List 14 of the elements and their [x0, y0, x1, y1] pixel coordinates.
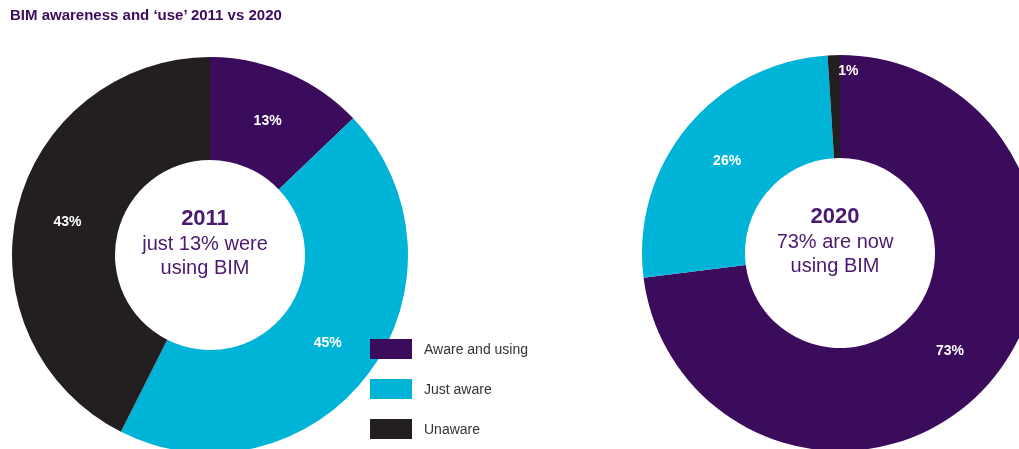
- legend-label: Aware and using: [424, 341, 529, 357]
- data-label: 26%: [713, 151, 742, 168]
- text: 73% are now using BIM: [775, 229, 895, 277]
- text: 2020: [809, 203, 861, 229]
- data-label: 45%: [313, 334, 343, 351]
- legend-label: Just aware: [424, 381, 492, 397]
- chart-title: BIM awareness and ‘use’ 2011 vs 2020: [10, 6, 282, 23]
- data-label: 43%: [53, 213, 83, 230]
- text: just 13% were using BIM: [140, 231, 269, 279]
- legend-label: Unaware: [424, 421, 481, 437]
- text: 2011: [180, 205, 230, 231]
- data-label: 73%: [935, 341, 965, 358]
- data-label: 1%: [838, 62, 859, 79]
- data-label: 13%: [253, 112, 283, 129]
